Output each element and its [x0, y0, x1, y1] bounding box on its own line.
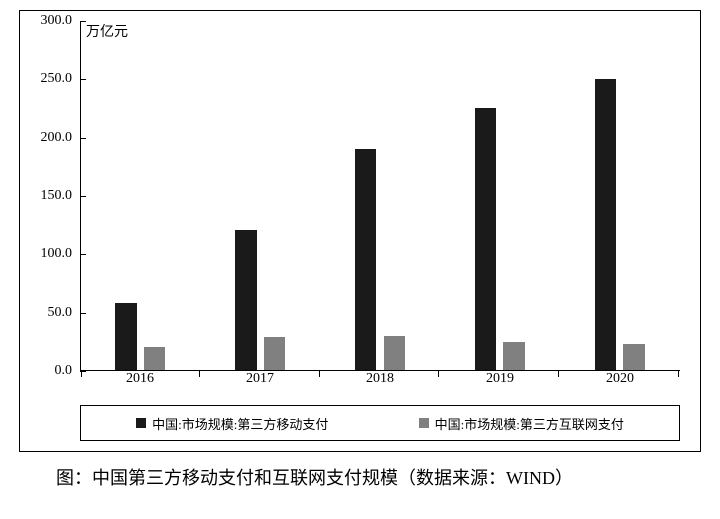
bar-mobile	[475, 108, 496, 370]
chart-caption: 图：中国第三方移动支付和互联网支付规模（数据来源：WIND）	[20, 464, 700, 493]
y-tick-mark	[80, 254, 86, 255]
y-tick-mark	[80, 196, 86, 197]
bar-internet	[384, 336, 405, 370]
y-tick-label: 300.0	[41, 13, 73, 29]
legend-swatch	[419, 418, 429, 428]
x-label: 2020	[560, 371, 680, 391]
legend-item: 中国:市场规模:第三方移动支付	[136, 414, 328, 433]
y-tick-label: 100.0	[41, 246, 73, 262]
y-tick-mark	[80, 313, 86, 314]
year-group	[560, 21, 680, 370]
y-tick-mark	[80, 21, 86, 22]
x-label: 2019	[440, 371, 560, 391]
caption-text: 中国第三方移动支付和互联网支付规模（数据来源：WIND）	[92, 468, 573, 488]
bar-internet	[623, 344, 644, 370]
y-tick-mark	[80, 79, 86, 80]
bar-internet	[503, 342, 524, 370]
caption-prefix: 图：	[20, 468, 92, 488]
year-group	[81, 21, 201, 370]
legend-label: 中国:市场规模:第三方互联网支付	[435, 414, 624, 433]
bar-internet	[144, 347, 165, 370]
bar-mobile	[115, 303, 136, 370]
y-tick-label: 200.0	[41, 130, 73, 146]
year-group	[201, 21, 321, 370]
x-label: 2016	[80, 371, 200, 391]
bar-mobile	[595, 79, 616, 370]
legend-label: 中国:市场规模:第三方移动支付	[152, 414, 328, 433]
x-axis-labels: 20162017201820192020	[80, 371, 680, 391]
year-group	[440, 21, 560, 370]
legend: 中国:市场规模:第三方移动支付 中国:市场规模:第三方互联网支付	[80, 405, 680, 441]
bars-layer	[81, 21, 680, 370]
bar-internet	[264, 337, 285, 370]
x-label: 2017	[200, 371, 320, 391]
year-group	[321, 21, 441, 370]
bar-mobile	[235, 230, 256, 370]
legend-item: 中国:市场规模:第三方互联网支付	[419, 414, 624, 433]
y-tick-label: 150.0	[41, 188, 73, 204]
x-label: 2018	[320, 371, 440, 391]
y-tick-mark	[80, 138, 86, 139]
bar-mobile	[355, 149, 376, 370]
y-tick-label: 0.0	[55, 363, 73, 379]
y-tick-label: 250.0	[41, 71, 73, 87]
plot-area	[80, 21, 680, 371]
y-tick-label: 50.0	[48, 305, 73, 321]
chart-container: 万亿元 0.050.0100.0150.0200.0250.0300.0 201…	[19, 10, 701, 452]
legend-swatch	[136, 418, 146, 428]
